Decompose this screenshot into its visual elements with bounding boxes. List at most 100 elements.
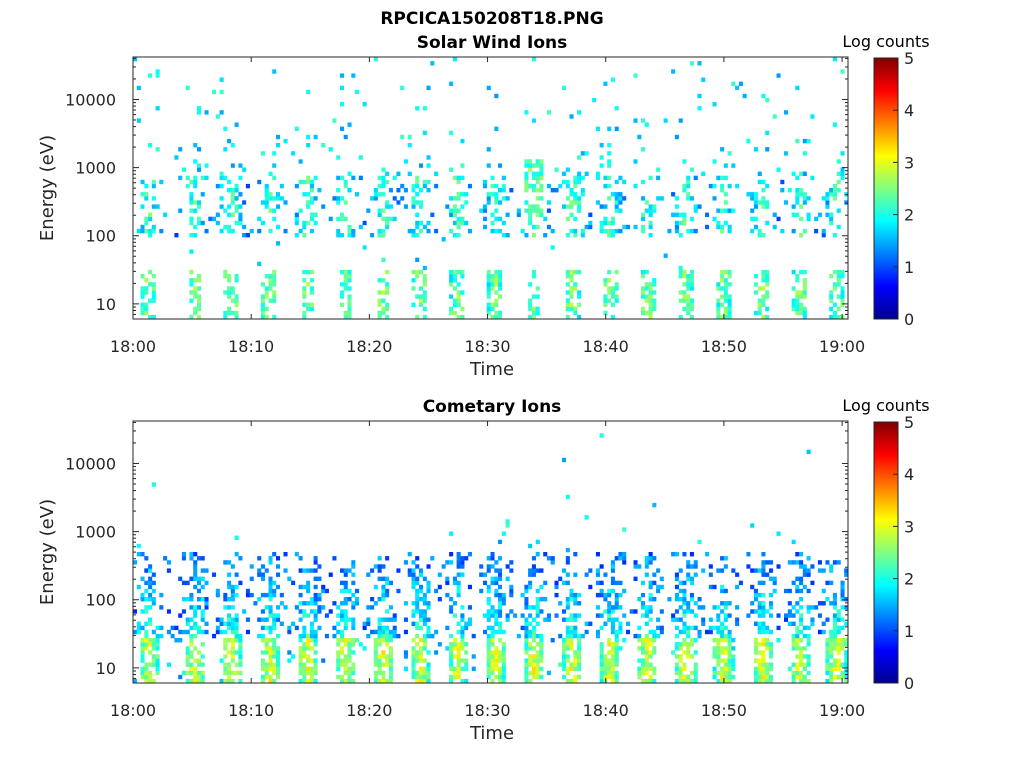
heatmap-cell	[535, 658, 540, 663]
heatmap-cell	[622, 560, 627, 565]
heatmap-cell	[674, 609, 679, 614]
heatmap-cell	[799, 552, 804, 557]
heatmap-cell	[400, 134, 405, 140]
heatmap-cell	[298, 159, 303, 164]
heatmap-cell	[456, 642, 461, 647]
heatmap-cell	[723, 588, 728, 594]
heatmap-cell	[347, 646, 352, 651]
heatmap-cell	[227, 597, 232, 602]
heatmap-cell	[524, 183, 529, 189]
heatmap-cell	[810, 621, 815, 626]
heatmap-cell	[795, 310, 800, 316]
heatmap-cell	[230, 163, 235, 168]
heatmap-cell	[309, 179, 314, 185]
heatmap-cell	[313, 584, 318, 590]
heatmap-cell	[321, 584, 326, 590]
heatmap-cell	[637, 633, 642, 639]
heatmap-cell	[505, 617, 510, 622]
heatmap-cell	[757, 670, 762, 676]
heatmap-cell	[610, 625, 615, 631]
heatmap-cell	[761, 278, 766, 283]
heatmap-cell	[603, 666, 608, 671]
heatmap-cell	[614, 642, 619, 647]
heatmap-cell	[836, 306, 841, 312]
heatmap-cell	[343, 183, 348, 189]
heatmap-cell	[678, 597, 683, 602]
heatmap-cell	[144, 609, 149, 614]
heatmap-cell	[381, 298, 386, 303]
heatmap-cell	[757, 642, 762, 647]
heatmap-cell	[603, 282, 608, 287]
heatmap-cell	[573, 597, 578, 602]
heatmap-cell	[686, 179, 691, 185]
heatmap-cell	[230, 564, 235, 569]
heatmap-cell	[674, 678, 679, 683]
heatmap-cell	[595, 629, 600, 635]
heatmap-cell	[769, 678, 774, 683]
heatmap-cell	[306, 175, 311, 181]
heatmap-cell	[825, 192, 830, 197]
heatmap-cell	[370, 568, 375, 573]
heatmap-cell	[844, 572, 848, 577]
heatmap-cell	[840, 171, 845, 176]
heatmap-cell	[569, 269, 574, 275]
heatmap-cell	[264, 650, 269, 655]
heatmap-cell	[343, 584, 348, 590]
heatmap-cell	[276, 556, 281, 561]
heatmap-cell	[355, 588, 360, 594]
heatmap-cell	[336, 155, 341, 160]
heatmap-cell	[264, 638, 269, 643]
heatmap-cell	[313, 617, 318, 622]
heatmap-cell	[765, 670, 770, 676]
colorbar	[873, 421, 899, 684]
heatmap-cell	[276, 658, 281, 663]
heatmap-cell	[148, 314, 153, 319]
colorbar-tick-label: 5	[904, 413, 914, 432]
heatmap-cell	[573, 625, 578, 631]
heatmap-cell	[200, 678, 205, 683]
heatmap-cell	[531, 208, 536, 213]
heatmap-cell	[449, 278, 454, 283]
heatmap-cell	[264, 306, 269, 312]
heatmap-cell	[644, 560, 649, 565]
heatmap-cell	[802, 584, 807, 590]
heatmap-cell	[302, 179, 307, 185]
heatmap-cell	[531, 224, 536, 230]
heatmap-cell	[351, 678, 356, 683]
heatmap-cell	[799, 597, 804, 602]
heatmap-cell	[614, 670, 619, 676]
heatmap-cell	[452, 666, 457, 671]
heatmap-cell	[614, 294, 619, 299]
heatmap-cell	[799, 658, 804, 663]
heatmap-cell	[260, 633, 265, 639]
heatmap-cell	[505, 564, 510, 569]
heatmap-cell	[456, 314, 461, 319]
heatmap-cell	[422, 601, 427, 606]
heatmap-cell	[652, 290, 657, 295]
heatmap-cell	[197, 674, 202, 680]
heatmap-cell	[486, 282, 491, 287]
heatmap-cell	[618, 592, 623, 598]
heatmap-cell	[562, 638, 567, 643]
heatmap-cell	[193, 678, 198, 683]
heatmap-cell	[388, 666, 393, 671]
heatmap-cell	[197, 314, 202, 319]
heatmap-cell	[227, 674, 232, 680]
heatmap-cell	[227, 278, 232, 283]
heatmap-cell	[678, 646, 683, 651]
figure-title: RPCICA150208T18.PNG	[380, 9, 603, 29]
heatmap-cell	[426, 85, 431, 91]
heatmap-cell	[765, 278, 770, 283]
heatmap-cell	[260, 306, 265, 312]
heatmap-cell	[689, 678, 694, 683]
heatmap-cell	[449, 282, 454, 287]
heatmap-cell	[712, 216, 717, 222]
heatmap-cell	[795, 212, 800, 217]
heatmap-cell	[272, 208, 277, 213]
heatmap-cell	[791, 621, 796, 626]
heatmap-cell	[498, 601, 503, 606]
heatmap-cell	[385, 654, 390, 659]
heatmap-cell	[298, 638, 303, 643]
heatmap-cell	[460, 306, 465, 312]
heatmap-cell	[678, 298, 683, 303]
